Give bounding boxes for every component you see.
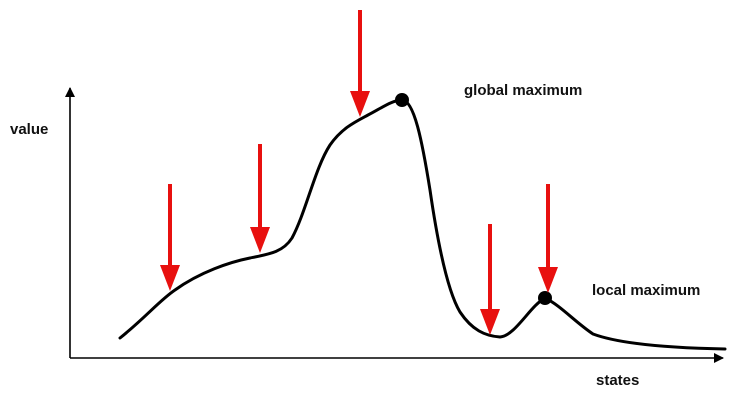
global-maximum-marker (395, 93, 409, 107)
arrow-1 (160, 184, 180, 291)
arrow-2 (250, 144, 270, 253)
arrow-4 (480, 224, 500, 335)
objective-curve (118, 98, 727, 351)
arrow-5 (538, 184, 558, 293)
x-axis-label: states (596, 372, 639, 389)
global-maximum-label: global maximum (464, 82, 582, 99)
arrow-3 (350, 10, 370, 117)
y-axis-label: value (10, 121, 48, 138)
local-maximum-marker (538, 291, 552, 305)
local-maximum-label: local maximum (592, 282, 700, 299)
